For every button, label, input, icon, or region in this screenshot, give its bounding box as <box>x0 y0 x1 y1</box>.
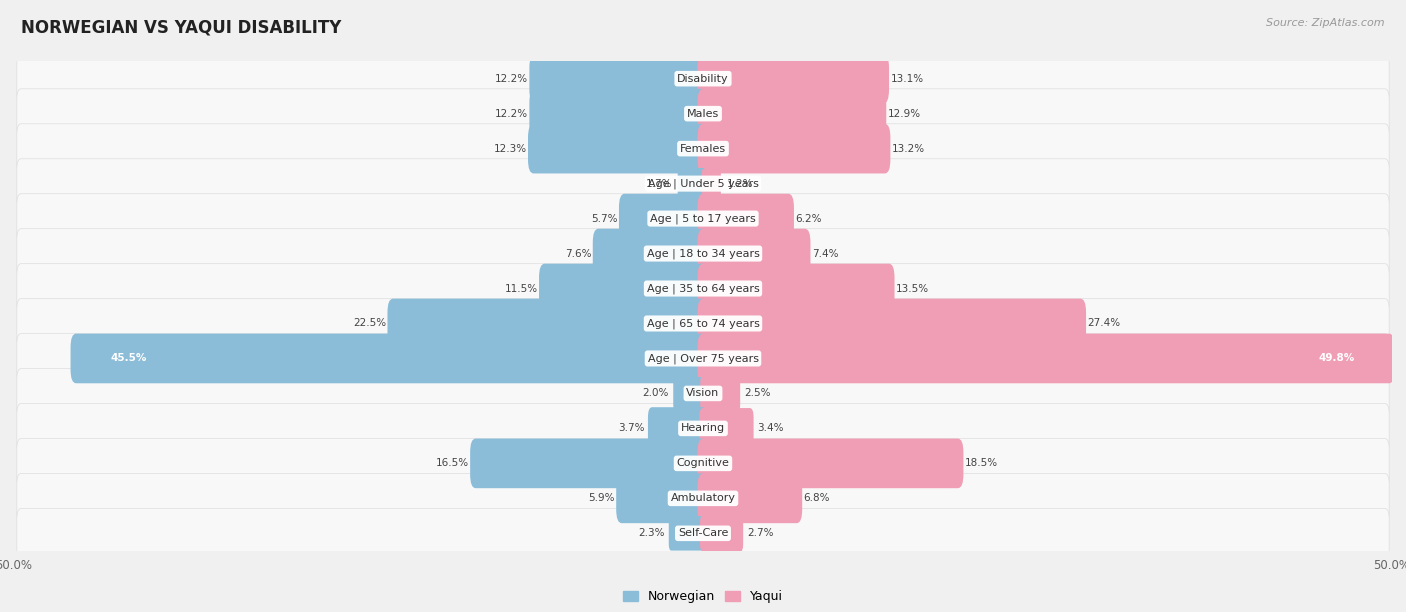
FancyBboxPatch shape <box>697 299 1085 348</box>
Text: 2.3%: 2.3% <box>638 528 665 539</box>
FancyBboxPatch shape <box>697 334 1395 383</box>
FancyBboxPatch shape <box>697 264 894 313</box>
FancyBboxPatch shape <box>17 403 1389 453</box>
Text: Source: ZipAtlas.com: Source: ZipAtlas.com <box>1267 18 1385 28</box>
Text: 22.5%: 22.5% <box>353 318 387 329</box>
Text: 3.4%: 3.4% <box>756 424 783 433</box>
Text: 3.7%: 3.7% <box>619 424 645 433</box>
FancyBboxPatch shape <box>648 407 707 450</box>
Text: 2.7%: 2.7% <box>747 528 773 539</box>
Text: Age | Over 75 years: Age | Over 75 years <box>648 353 758 364</box>
Text: 2.5%: 2.5% <box>744 389 770 398</box>
FancyBboxPatch shape <box>529 124 709 173</box>
Text: 2.0%: 2.0% <box>643 389 669 398</box>
FancyBboxPatch shape <box>697 124 890 173</box>
FancyBboxPatch shape <box>700 376 740 411</box>
Text: 7.4%: 7.4% <box>811 248 838 258</box>
Text: Age | 5 to 17 years: Age | 5 to 17 years <box>650 214 756 224</box>
FancyBboxPatch shape <box>678 168 704 199</box>
Text: 5.7%: 5.7% <box>591 214 617 223</box>
FancyBboxPatch shape <box>697 54 889 103</box>
Text: 6.8%: 6.8% <box>804 493 830 503</box>
Text: Age | Under 5 years: Age | Under 5 years <box>648 178 758 189</box>
Text: Disability: Disability <box>678 73 728 84</box>
FancyBboxPatch shape <box>17 54 1389 103</box>
FancyBboxPatch shape <box>17 89 1389 138</box>
Text: 1.2%: 1.2% <box>727 179 754 188</box>
Text: 7.6%: 7.6% <box>565 248 592 258</box>
FancyBboxPatch shape <box>17 509 1389 558</box>
Text: Self-Care: Self-Care <box>678 528 728 539</box>
Text: 13.1%: 13.1% <box>890 73 924 84</box>
FancyBboxPatch shape <box>17 229 1389 278</box>
FancyBboxPatch shape <box>673 377 706 410</box>
Text: Age | 18 to 34 years: Age | 18 to 34 years <box>647 248 759 259</box>
FancyBboxPatch shape <box>17 194 1389 244</box>
Text: 45.5%: 45.5% <box>111 354 146 364</box>
Text: 12.9%: 12.9% <box>887 109 921 119</box>
Text: 18.5%: 18.5% <box>965 458 998 468</box>
FancyBboxPatch shape <box>699 408 754 449</box>
Text: Hearing: Hearing <box>681 424 725 433</box>
Text: Age | 65 to 74 years: Age | 65 to 74 years <box>647 318 759 329</box>
FancyBboxPatch shape <box>697 439 963 488</box>
Text: 11.5%: 11.5% <box>505 283 537 294</box>
FancyBboxPatch shape <box>538 264 709 313</box>
FancyBboxPatch shape <box>697 474 803 523</box>
FancyBboxPatch shape <box>17 124 1389 173</box>
FancyBboxPatch shape <box>700 515 744 551</box>
Text: 5.9%: 5.9% <box>588 493 614 503</box>
Text: 12.2%: 12.2% <box>495 109 529 119</box>
FancyBboxPatch shape <box>388 299 709 348</box>
FancyBboxPatch shape <box>530 89 709 138</box>
FancyBboxPatch shape <box>17 368 1389 418</box>
Text: 6.2%: 6.2% <box>796 214 823 223</box>
Text: NORWEGIAN VS YAQUI DISABILITY: NORWEGIAN VS YAQUI DISABILITY <box>21 18 342 36</box>
Text: Cognitive: Cognitive <box>676 458 730 468</box>
FancyBboxPatch shape <box>17 299 1389 348</box>
FancyBboxPatch shape <box>17 439 1389 488</box>
FancyBboxPatch shape <box>70 334 709 383</box>
Text: Age | 35 to 64 years: Age | 35 to 64 years <box>647 283 759 294</box>
FancyBboxPatch shape <box>697 194 794 244</box>
FancyBboxPatch shape <box>619 194 709 244</box>
Text: 1.7%: 1.7% <box>647 179 672 188</box>
Text: 27.4%: 27.4% <box>1087 318 1121 329</box>
Text: Males: Males <box>688 109 718 119</box>
FancyBboxPatch shape <box>470 439 709 488</box>
FancyBboxPatch shape <box>702 170 721 198</box>
Legend: Norwegian, Yaqui: Norwegian, Yaqui <box>617 585 789 608</box>
Text: 12.2%: 12.2% <box>495 73 529 84</box>
FancyBboxPatch shape <box>697 89 886 138</box>
FancyBboxPatch shape <box>669 516 706 551</box>
FancyBboxPatch shape <box>17 474 1389 523</box>
Text: Ambulatory: Ambulatory <box>671 493 735 503</box>
FancyBboxPatch shape <box>17 264 1389 313</box>
FancyBboxPatch shape <box>17 334 1389 383</box>
Text: 12.3%: 12.3% <box>494 144 527 154</box>
Text: 16.5%: 16.5% <box>436 458 468 468</box>
Text: Vision: Vision <box>686 389 720 398</box>
FancyBboxPatch shape <box>593 229 709 278</box>
FancyBboxPatch shape <box>530 54 709 103</box>
Text: 13.5%: 13.5% <box>896 283 929 294</box>
FancyBboxPatch shape <box>17 159 1389 209</box>
FancyBboxPatch shape <box>697 229 810 278</box>
FancyBboxPatch shape <box>616 474 709 523</box>
Text: Females: Females <box>681 144 725 154</box>
Text: 13.2%: 13.2% <box>891 144 925 154</box>
Text: 49.8%: 49.8% <box>1319 354 1355 364</box>
